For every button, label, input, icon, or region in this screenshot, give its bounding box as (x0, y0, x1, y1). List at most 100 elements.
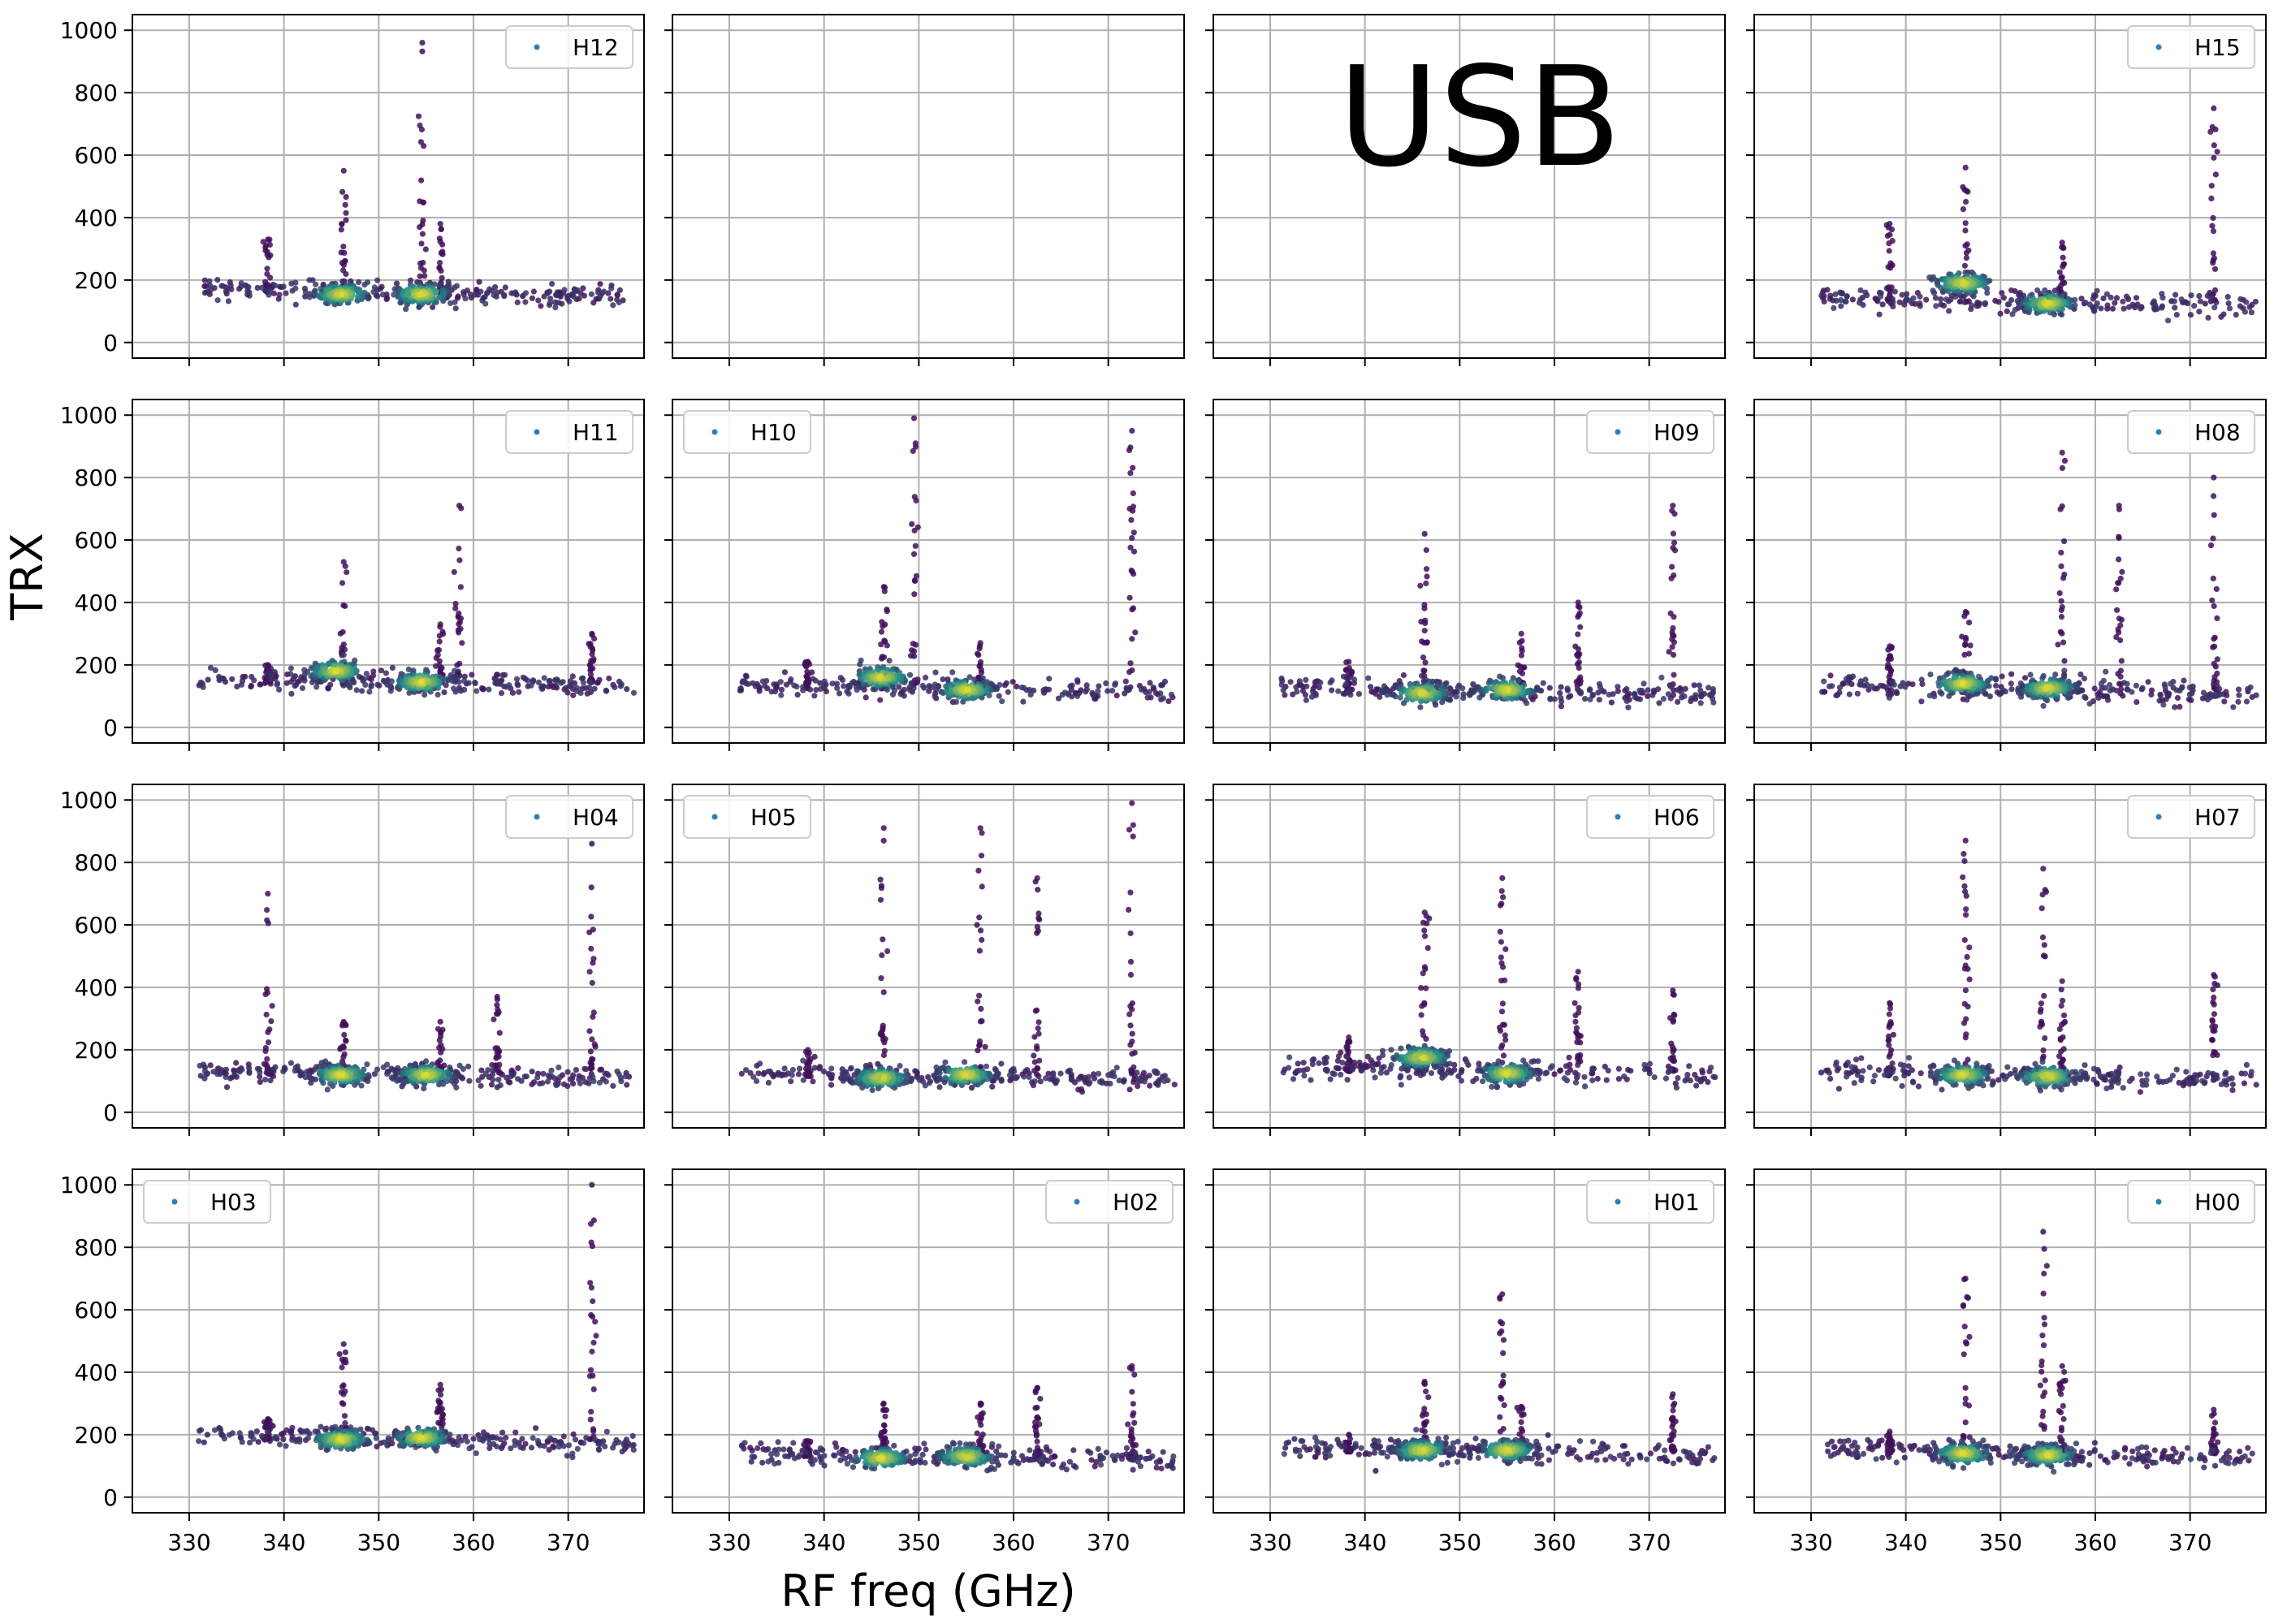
y-tick-label: 800 (75, 80, 118, 106)
data-point (2212, 693, 2219, 700)
data-point (588, 945, 594, 952)
data-point (1130, 464, 1136, 471)
data-point (556, 1065, 562, 1071)
data-point (548, 1073, 555, 1079)
data-point (266, 292, 272, 298)
data-point (454, 662, 460, 668)
data-point (590, 960, 596, 966)
data-point (1883, 285, 1890, 292)
data-point (1575, 599, 1581, 606)
data-point (549, 281, 556, 287)
data-point (752, 683, 759, 689)
data-point (456, 557, 463, 564)
data-point (1697, 687, 1704, 694)
data-point (2008, 671, 2015, 677)
data-point (1005, 689, 1011, 695)
data-point (2210, 250, 2216, 257)
data-point (1127, 958, 1135, 965)
data-point (269, 1003, 275, 1009)
data-point (2058, 563, 2064, 570)
data-point (1930, 287, 1936, 294)
data-point (2165, 317, 2172, 324)
data-point (912, 542, 919, 549)
data-point (2123, 293, 2130, 300)
data-point (1418, 619, 1424, 625)
data-point (1918, 676, 1925, 683)
data-point (2116, 503, 2122, 509)
data-point (739, 679, 746, 686)
data-point (2185, 696, 2192, 702)
data-point (1887, 221, 1893, 227)
data-point (343, 194, 349, 201)
data-point (2133, 295, 2140, 301)
data-point (2191, 303, 2198, 309)
data-point (1818, 292, 1825, 299)
data-point (374, 277, 381, 283)
data-point (265, 1029, 271, 1035)
data-point (977, 927, 984, 934)
data-point (880, 1025, 886, 1031)
data-point (473, 688, 480, 694)
scatter-points (201, 40, 626, 313)
data-point (1889, 238, 1896, 244)
data-point (1370, 689, 1377, 696)
data-point (1887, 643, 1893, 650)
data-point (976, 992, 983, 999)
data-point (1282, 692, 1288, 698)
data-point (2118, 616, 2125, 623)
data-point (2090, 292, 2097, 299)
data-point (504, 1074, 510, 1081)
data-point (589, 1036, 595, 1043)
data-point (438, 226, 444, 232)
data-point (547, 296, 554, 302)
data-point (978, 1005, 984, 1012)
data-point (2172, 304, 2178, 311)
data-point (264, 907, 270, 914)
data-point (246, 1065, 253, 1071)
data-point (978, 667, 984, 673)
data-point (1127, 971, 1135, 978)
data-point (1943, 296, 1949, 303)
data-point (569, 673, 576, 680)
data-point (564, 293, 571, 300)
data-point (1658, 674, 1665, 681)
data-point (552, 682, 559, 689)
data-point (1939, 690, 1945, 697)
data-point (263, 1011, 270, 1018)
data-point (1876, 311, 1883, 317)
data-point (1962, 220, 1969, 227)
data-point (1294, 689, 1300, 695)
data-point (313, 281, 319, 287)
data-point (544, 1078, 551, 1085)
data-point (301, 677, 308, 684)
data-point (2082, 300, 2089, 306)
subplot-h15: H15 (1746, 14, 2267, 366)
data-point (829, 680, 836, 687)
data-point (2179, 684, 2185, 690)
data-point (566, 683, 573, 690)
data-point (977, 659, 984, 666)
data-point (850, 678, 857, 685)
data-point (1927, 672, 1934, 678)
scatter-points (196, 503, 638, 698)
data-point (1497, 673, 1503, 680)
data-point (1573, 679, 1580, 685)
data-point (1886, 248, 1892, 254)
data-point (2233, 312, 2239, 318)
data-point (564, 1083, 571, 1090)
data-point (374, 681, 381, 688)
data-point (1840, 290, 1846, 296)
data-point (2182, 299, 2189, 305)
data-point (582, 1079, 589, 1086)
data-point (212, 667, 218, 674)
data-point (1129, 607, 1135, 613)
data-point (262, 244, 269, 251)
data-point (1596, 697, 1602, 703)
data-point (2139, 685, 2146, 692)
data-point (1035, 1019, 1042, 1026)
data-point (1034, 923, 1040, 930)
data-point (949, 669, 956, 676)
data-point (2159, 295, 2166, 301)
